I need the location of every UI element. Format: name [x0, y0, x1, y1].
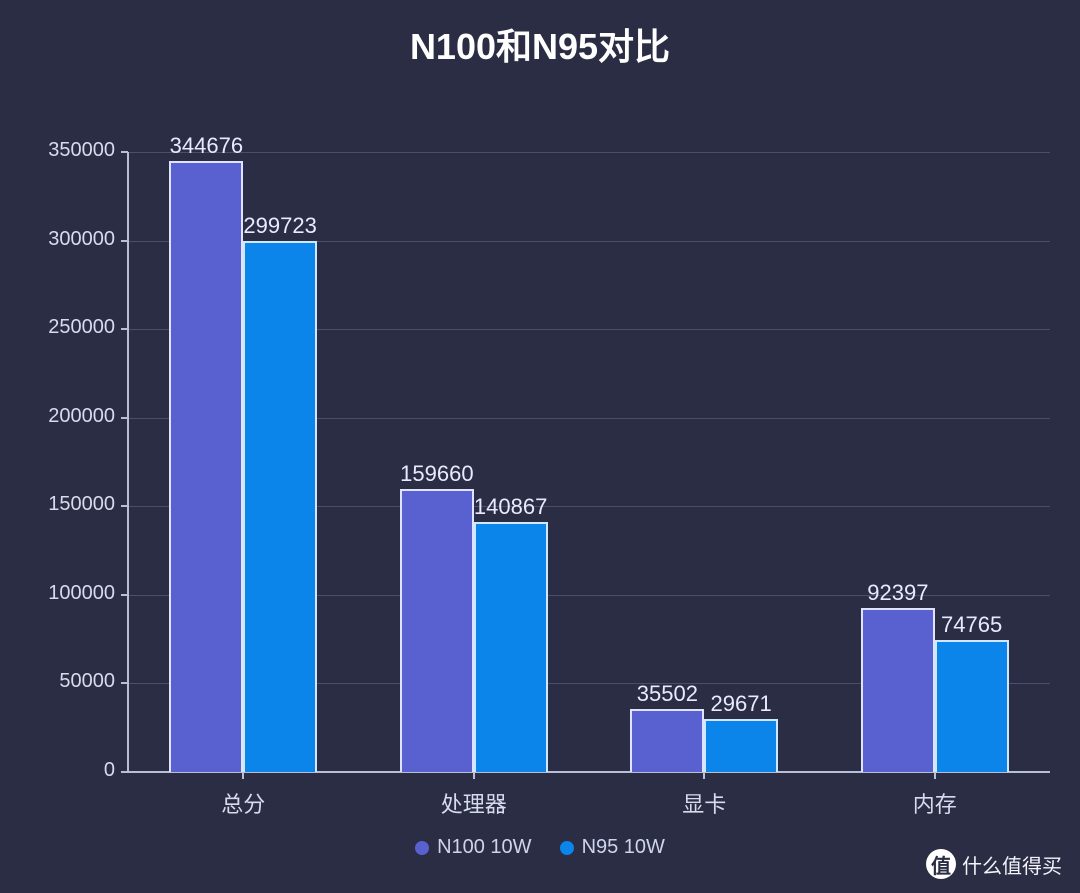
bar: [935, 640, 1009, 772]
bar: [400, 489, 474, 772]
bar-value-label: 140867: [464, 494, 558, 520]
y-tick-label: 50000: [5, 670, 115, 693]
bar: [630, 709, 704, 772]
y-tick-label: 150000: [5, 493, 115, 516]
watermark-badge-icon: 值: [926, 849, 956, 879]
bar-value-label: 29671: [694, 691, 788, 717]
x-tick: [703, 772, 705, 779]
x-tick-label: 处理器: [359, 787, 590, 819]
gridline: [128, 152, 1050, 153]
y-tick-label: 300000: [5, 228, 115, 251]
bar-value-label: 92397: [851, 580, 945, 606]
bar-value-label: 344676: [159, 133, 253, 159]
x-tick: [934, 772, 936, 779]
legend: N100 10W N95 10W: [0, 836, 1080, 859]
legend-label: N95 10W: [582, 836, 665, 859]
y-tick-label: 250000: [5, 316, 115, 339]
legend-swatch: [560, 841, 574, 855]
y-tick-label: 100000: [5, 582, 115, 605]
bar-value-label: 74765: [925, 612, 1019, 638]
x-tick-label: 显卡: [589, 787, 820, 819]
bar: [243, 241, 317, 772]
bar: [704, 719, 778, 772]
x-tick-label: 内存: [820, 787, 1051, 819]
bar-value-label: 299723: [233, 213, 327, 239]
bar-value-label: 159660: [390, 461, 484, 487]
y-tick-label: 350000: [5, 139, 115, 162]
y-tick-label: 0: [5, 759, 115, 782]
y-tick-label: 200000: [5, 405, 115, 428]
legend-label: N100 10W: [437, 836, 532, 859]
bar: [474, 522, 548, 772]
y-axis: [127, 152, 129, 772]
bar: [861, 608, 935, 772]
watermark-text: 什么值得买: [962, 850, 1062, 879]
plot-area: 3446762997231596601408673550229671923977…: [128, 152, 1050, 772]
bar: [169, 161, 243, 772]
chart-root: N100和N95对比344676299723159660140867355022…: [0, 0, 1080, 893]
legend-item: N95 10W: [560, 836, 665, 859]
x-tick-label: 总分: [128, 787, 359, 819]
chart-title: N100和N95对比: [0, 18, 1080, 70]
x-tick: [473, 772, 475, 779]
x-tick: [242, 772, 244, 779]
legend-swatch: [415, 841, 429, 855]
watermark: 值什么值得买: [926, 849, 1062, 879]
legend-item: N100 10W: [415, 836, 532, 859]
